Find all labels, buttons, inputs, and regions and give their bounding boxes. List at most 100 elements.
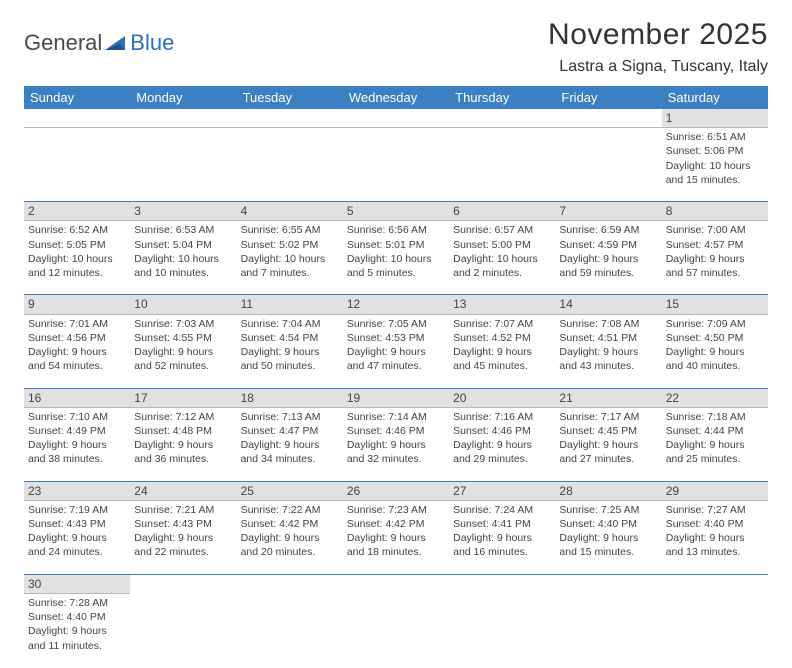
day-header: Friday [555, 86, 661, 109]
daylight-text: and 15 minutes. [666, 173, 764, 187]
day-number: 16 [24, 388, 130, 407]
daylight-text: Daylight: 10 hours [241, 252, 339, 266]
day-number [449, 109, 555, 128]
day-cell [449, 128, 555, 202]
daylight-text: and 18 minutes. [347, 545, 445, 559]
day-cell [343, 128, 449, 202]
daylight-text: Daylight: 9 hours [241, 438, 339, 452]
daylight-text: and 15 minutes. [559, 545, 657, 559]
day-cell: Sunrise: 6:51 AMSunset: 5:06 PMDaylight:… [662, 128, 768, 202]
day-number: 27 [449, 481, 555, 500]
sunset-text: Sunset: 5:01 PM [347, 238, 445, 252]
daynum-row: 1 [24, 109, 768, 128]
sunset-text: Sunset: 4:46 PM [347, 424, 445, 438]
daylight-text: and 16 minutes. [453, 545, 551, 559]
day-number: 9 [24, 295, 130, 314]
day-cell: Sunrise: 7:07 AMSunset: 4:52 PMDaylight:… [449, 314, 555, 388]
daylight-text: and 10 minutes. [134, 266, 232, 280]
day-cell [343, 594, 449, 668]
daylight-text: and 34 minutes. [241, 452, 339, 466]
day-number [237, 109, 343, 128]
sunset-text: Sunset: 4:41 PM [453, 517, 551, 531]
day-header: Sunday [24, 86, 130, 109]
daylight-text: and 13 minutes. [666, 545, 764, 559]
sunrise-text: Sunrise: 6:52 AM [28, 223, 126, 237]
day-cell: Sunrise: 7:12 AMSunset: 4:48 PMDaylight:… [130, 407, 236, 481]
daylight-text: and 32 minutes. [347, 452, 445, 466]
sunrise-text: Sunrise: 7:14 AM [347, 410, 445, 424]
day-cell: Sunrise: 7:03 AMSunset: 4:55 PMDaylight:… [130, 314, 236, 388]
sunrise-text: Sunrise: 7:18 AM [666, 410, 764, 424]
sunset-text: Sunset: 4:56 PM [28, 331, 126, 345]
sunset-text: Sunset: 4:47 PM [241, 424, 339, 438]
day-cell: Sunrise: 7:22 AMSunset: 4:42 PMDaylight:… [237, 500, 343, 574]
sunset-text: Sunset: 4:46 PM [453, 424, 551, 438]
title-block: November 2025 Lastra a Signa, Tuscany, I… [548, 18, 768, 76]
day-number [662, 574, 768, 593]
sunset-text: Sunset: 4:40 PM [666, 517, 764, 531]
day-cell [555, 594, 661, 668]
day-cell: Sunrise: 7:09 AMSunset: 4:50 PMDaylight:… [662, 314, 768, 388]
day-number: 4 [237, 202, 343, 221]
week-row: Sunrise: 7:28 AMSunset: 4:40 PMDaylight:… [24, 594, 768, 668]
day-number: 11 [237, 295, 343, 314]
daylight-text: and 38 minutes. [28, 452, 126, 466]
daylight-text: and 12 minutes. [28, 266, 126, 280]
day-cell: Sunrise: 7:28 AMSunset: 4:40 PMDaylight:… [24, 594, 130, 668]
sunset-text: Sunset: 5:02 PM [241, 238, 339, 252]
day-cell: Sunrise: 6:56 AMSunset: 5:01 PMDaylight:… [343, 221, 449, 295]
week-row: Sunrise: 7:01 AMSunset: 4:56 PMDaylight:… [24, 314, 768, 388]
sunset-text: Sunset: 4:54 PM [241, 331, 339, 345]
day-cell [449, 594, 555, 668]
sunset-text: Sunset: 4:44 PM [666, 424, 764, 438]
sunset-text: Sunset: 4:42 PM [241, 517, 339, 531]
sunset-text: Sunset: 4:40 PM [559, 517, 657, 531]
day-cell: Sunrise: 6:53 AMSunset: 5:04 PMDaylight:… [130, 221, 236, 295]
daylight-text: and 47 minutes. [347, 359, 445, 373]
header: General Blue November 2025 Lastra a Sign… [24, 18, 768, 76]
daylight-text: Daylight: 9 hours [666, 438, 764, 452]
day-number: 14 [555, 295, 661, 314]
sunrise-text: Sunrise: 7:23 AM [347, 503, 445, 517]
sunset-text: Sunset: 4:53 PM [347, 331, 445, 345]
daylight-text: Daylight: 9 hours [134, 531, 232, 545]
day-number: 19 [343, 388, 449, 407]
day-number [130, 574, 236, 593]
daylight-text: Daylight: 10 hours [453, 252, 551, 266]
daylight-text: Daylight: 9 hours [559, 531, 657, 545]
sunset-text: Sunset: 4:48 PM [134, 424, 232, 438]
daylight-text: and 45 minutes. [453, 359, 551, 373]
sunset-text: Sunset: 4:52 PM [453, 331, 551, 345]
day-cell: Sunrise: 7:13 AMSunset: 4:47 PMDaylight:… [237, 407, 343, 481]
sunrise-text: Sunrise: 7:13 AM [241, 410, 339, 424]
daylight-text: Daylight: 9 hours [559, 438, 657, 452]
calendar-table: Sunday Monday Tuesday Wednesday Thursday… [24, 86, 768, 668]
day-number: 24 [130, 481, 236, 500]
daynum-row: 9101112131415 [24, 295, 768, 314]
daylight-text: Daylight: 9 hours [28, 624, 126, 638]
sunrise-text: Sunrise: 7:12 AM [134, 410, 232, 424]
month-title: November 2025 [548, 18, 768, 52]
daylight-text: Daylight: 9 hours [666, 531, 764, 545]
day-cell: Sunrise: 7:14 AMSunset: 4:46 PMDaylight:… [343, 407, 449, 481]
day-cell: Sunrise: 7:08 AMSunset: 4:51 PMDaylight:… [555, 314, 661, 388]
day-cell: Sunrise: 6:59 AMSunset: 4:59 PMDaylight:… [555, 221, 661, 295]
sunrise-text: Sunrise: 6:53 AM [134, 223, 232, 237]
daylight-text: and 57 minutes. [666, 266, 764, 280]
daynum-row: 30 [24, 574, 768, 593]
sunrise-text: Sunrise: 6:51 AM [666, 130, 764, 144]
day-cell [130, 594, 236, 668]
day-cell: Sunrise: 7:01 AMSunset: 4:56 PMDaylight:… [24, 314, 130, 388]
daylight-text: Daylight: 9 hours [28, 438, 126, 452]
daylight-text: Daylight: 10 hours [666, 159, 764, 173]
daylight-text: and 43 minutes. [559, 359, 657, 373]
day-cell [662, 594, 768, 668]
daynum-row: 2345678 [24, 202, 768, 221]
daylight-text: Daylight: 9 hours [453, 438, 551, 452]
sunrise-text: Sunrise: 6:57 AM [453, 223, 551, 237]
day-number: 8 [662, 202, 768, 221]
sunset-text: Sunset: 5:06 PM [666, 144, 764, 158]
day-number [24, 109, 130, 128]
sunrise-text: Sunrise: 7:24 AM [453, 503, 551, 517]
day-number: 18 [237, 388, 343, 407]
